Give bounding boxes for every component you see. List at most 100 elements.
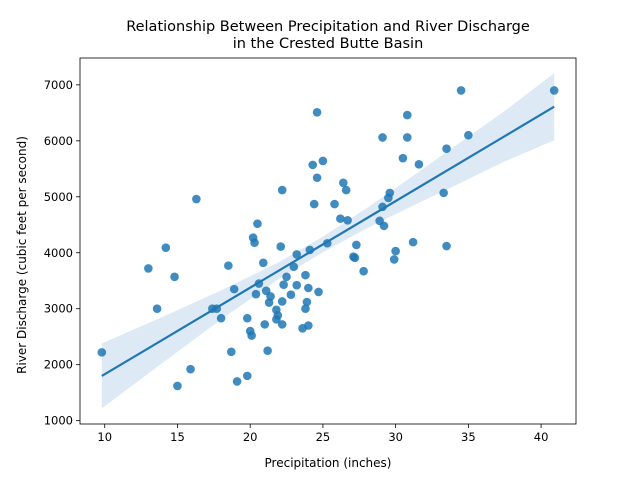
data-point [263,346,272,355]
data-point [161,243,171,253]
data-point [277,320,287,329]
data-point [385,188,395,198]
data-point [549,86,559,95]
x-tick-label: 35 [461,430,476,444]
data-point [277,185,287,195]
data-point [338,178,348,188]
data-point [312,107,322,117]
data-point [456,86,466,95]
data-point [247,331,256,340]
data-point [97,348,107,357]
data-point [442,241,451,251]
data-point [336,214,345,223]
data-point [224,261,233,270]
data-point [289,262,299,272]
data-point [250,238,259,247]
data-point [152,304,162,314]
data-point [251,289,261,299]
y-tick-label: 1000 [44,414,73,428]
data-point [232,377,242,386]
data-point [312,173,322,183]
data-point [253,219,262,228]
data-point [322,238,332,248]
x-tick-label: 10 [97,430,112,444]
x-axis-label: Precipitation (inches) [265,456,392,470]
data-point [258,258,268,268]
data-point [308,160,318,170]
y-tick-label: 6000 [44,134,73,148]
data-point [352,240,361,250]
data-point [343,215,352,225]
data-point [292,280,302,290]
chart-title-line-2: in the Crested Butte Basin [233,36,424,52]
x-axis: 10 15 20 25 30 35 40 [97,424,548,444]
data-point [314,287,323,297]
x-tick-label: 25 [316,430,331,444]
data-point [330,199,339,209]
data-point [304,283,313,293]
y-axis-label: River Discharge (cubic feet per second) [15,136,29,374]
data-point [266,292,275,301]
data-point [341,185,351,195]
data-point [282,272,291,282]
data-point [464,130,473,140]
data-point [279,280,288,289]
data-point [144,264,153,273]
data-point [350,253,360,263]
data-point [260,320,270,329]
plot-frame [79,57,577,425]
data-point [359,266,368,276]
data-point [442,144,451,153]
data-point [402,110,412,120]
data-point [301,270,310,280]
y-tick-label: 3000 [44,302,73,316]
chart-title-line-1: Relationship Between Precipitation and R… [126,19,530,35]
data-point [292,250,302,259]
data-point [318,156,328,166]
data-point [242,313,252,323]
data-point [389,255,399,264]
data-point [286,290,296,300]
data-point [378,133,387,142]
x-tick-label: 20 [243,430,258,444]
data-point [276,242,286,251]
y-tick-label: 4000 [44,246,73,260]
y-tick-label: 5000 [44,190,73,204]
data-point [378,202,387,212]
data-point [439,188,448,198]
data-point [254,279,264,288]
data-point [309,199,319,209]
data-point [242,371,252,381]
data-point [273,311,283,320]
y-axis: 1000 2000 3000 4000 5000 6000 7000 [44,78,80,428]
data-point [402,133,412,142]
data-point [192,194,201,204]
chart-title: Relationship Between Precipitation and R… [126,19,530,52]
y-tick-label: 7000 [44,78,73,92]
data-point [186,364,195,374]
data-point [301,304,310,314]
data-point [302,297,312,307]
data-point [304,321,313,330]
data-point [212,304,222,314]
x-tick-label: 15 [170,430,185,444]
y-tick-label: 2000 [44,358,73,372]
data-points [97,86,559,391]
data-point [379,221,389,231]
data-point [173,381,182,391]
data-point [277,297,287,306]
data-point [391,246,400,256]
data-point [226,347,236,357]
x-tick-label: 30 [388,430,403,444]
data-point [216,313,226,323]
data-point [398,153,408,163]
data-point [229,284,239,294]
data-point [305,245,315,255]
plot-area [79,57,577,425]
data-point [170,272,179,282]
data-point [408,237,418,247]
x-tick-label: 40 [534,430,549,444]
data-point [414,160,424,169]
